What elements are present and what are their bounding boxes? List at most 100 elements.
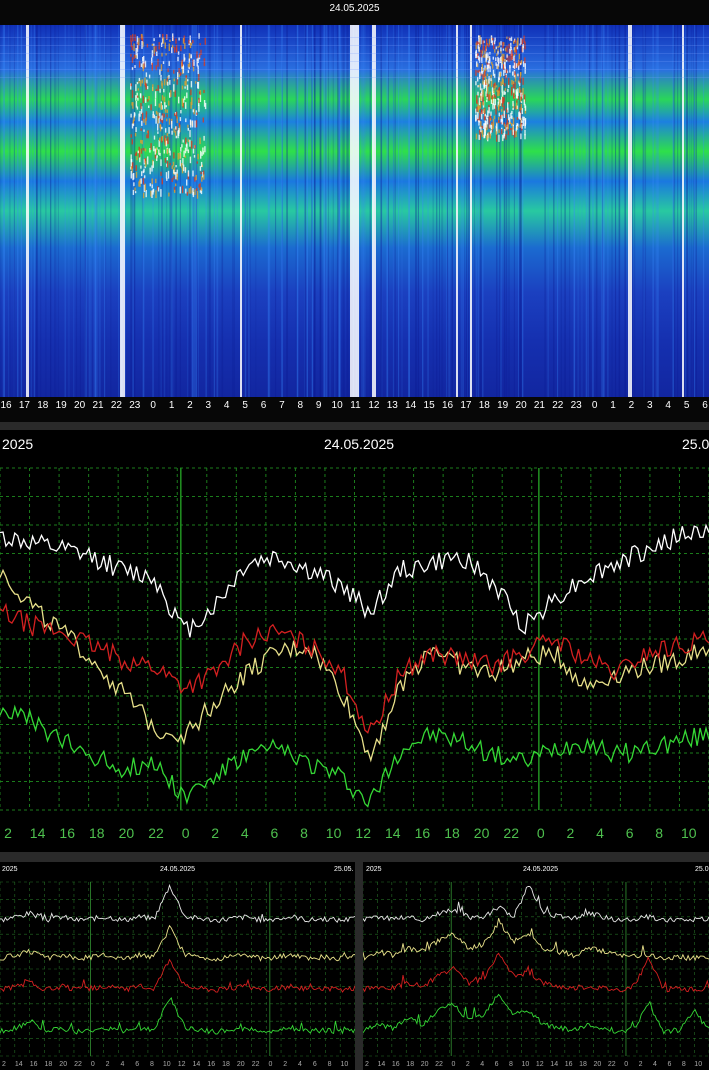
spectrogram-hot-pixel — [488, 116, 490, 124]
spectrogram-hot-pixel — [155, 116, 157, 124]
spectrogram-hot-pixel — [171, 165, 173, 169]
spectrogram-hot-pixel — [168, 43, 170, 51]
series-line-0 — [363, 885, 709, 923]
spectrogram-hot-pixel — [131, 139, 133, 145]
spectrogram-hot-pixel — [498, 120, 500, 123]
spectrogram-hot-pixel — [152, 111, 154, 115]
amp-left-date-left: 2025 — [2, 866, 18, 873]
spectrogram-hot-pixel — [174, 172, 176, 175]
schumann-plot: 2 14 16 18 20 22 0 2 4 6 8 10 12 14 16 18 20 22 0 2 4 6 8 10 — [0, 467, 709, 841]
spectrogram-hot-pixel — [151, 43, 154, 47]
spectrogram-hot-pixel — [484, 113, 486, 117]
spectrogram-hot-pixel — [189, 119, 192, 125]
spectrogram-streak — [657, 25, 659, 397]
spectrogram-hot-pixel — [494, 49, 496, 53]
x-tick-label: 10 — [163, 1061, 171, 1068]
spectrogram-hot-pixel — [192, 59, 194, 68]
spectrogram-hot-pixel — [508, 102, 510, 105]
spectrogram-streak — [110, 25, 112, 397]
spectrogram-hot-pixel — [512, 71, 514, 76]
spectrogram-streak — [84, 25, 85, 397]
spectrogram-hot-pixel — [512, 117, 515, 125]
spectrogram-hot-pixel — [475, 108, 477, 114]
spectrogram-streak — [694, 25, 696, 397]
spectrogram-hot-pixel — [169, 39, 171, 42]
spectrogram-hot-pixel — [157, 123, 159, 131]
spectrogram-hot-pixel — [166, 177, 168, 181]
x-tick-label: 20 — [59, 1061, 67, 1068]
spectrogram-hot-pixel — [181, 167, 184, 174]
spectrogram-hot-pixel — [186, 92, 188, 99]
spectrogram-streak — [332, 25, 334, 397]
x-tick-label: 22 — [608, 1061, 616, 1068]
spectrogram-hot-pixel — [172, 33, 174, 41]
spectrogram-hot-pixel — [491, 87, 494, 93]
spectrogram-hot-pixel — [524, 129, 526, 136]
spectrogram-hot-pixel — [173, 84, 175, 92]
x-tick-label: 18 — [222, 1061, 230, 1068]
spectrogram-hot-pixel — [166, 157, 168, 161]
spectrogram-hot-pixel — [137, 88, 139, 91]
spectrogram-hot-pixel — [524, 105, 527, 111]
spectrogram-hot-pixel — [515, 128, 518, 132]
spectrogram-hot-pixel — [481, 109, 483, 114]
spectrogram-hot-pixel — [192, 188, 194, 196]
spectrogram-streak — [209, 25, 211, 397]
spectrogram-hot-pixel — [509, 48, 511, 54]
spectrogram-streak — [189, 25, 191, 397]
spectrogram-streak — [631, 25, 633, 397]
spectrogram-hot-pixel — [188, 39, 190, 44]
spectrogram-hot-pixel — [522, 119, 525, 126]
spectrogram-streak — [323, 25, 326, 397]
spectrogram-hot-pixel — [513, 93, 515, 99]
spectrogram-hot-pixel — [185, 75, 187, 78]
spectrogram-hot-pixel — [166, 80, 168, 86]
x-tick-label: 0 — [268, 1061, 272, 1068]
spectrogram-burst-line — [240, 25, 242, 397]
spectrogram-hot-pixel — [494, 82, 496, 86]
spectrogram-hot-pixel — [174, 130, 177, 136]
spectrogram-hot-pixel — [504, 62, 506, 69]
spectrogram-hot-pixel — [182, 65, 185, 74]
spectrogram-date: 24.05.2025 — [329, 3, 380, 14]
spectrogram-hot-pixel — [509, 38, 511, 41]
spectrogram-hot-pixel — [156, 156, 158, 161]
spectrogram-hot-pixel — [487, 110, 489, 117]
spectrogram-hot-pixel — [143, 184, 146, 193]
spectrogram-hot-pixel — [201, 164, 203, 168]
spectrogram-hot-pixel — [486, 115, 488, 120]
spectrogram-streak — [175, 25, 177, 397]
x-tick-label: 16 — [59, 825, 75, 841]
spectrogram-hot-pixel — [140, 103, 142, 109]
spectrogram-hot-pixel — [518, 61, 520, 66]
spectrogram-hot-pixel — [168, 118, 171, 125]
spectrogram-hot-pixel — [502, 96, 504, 105]
spectrogram-streak — [652, 25, 654, 397]
spectrogram-hot-pixel — [188, 66, 190, 70]
x-tick-label: 6 — [313, 1061, 317, 1068]
spectrogram-hot-pixel — [150, 190, 152, 197]
spectrogram-streak — [577, 25, 579, 397]
spectrogram-hot-pixel — [135, 165, 137, 171]
spectrogram-hot-pixel — [504, 47, 507, 52]
spectrogram-hot-pixel — [154, 151, 157, 159]
spectrogram-hot-pixel — [138, 37, 140, 46]
spectrogram-hot-pixel — [181, 163, 183, 169]
spectrogram-hot-pixel — [141, 140, 143, 145]
spectrogram-hot-pixel — [199, 90, 202, 96]
spectrogram-hot-pixel — [479, 112, 481, 117]
spectrogram-hot-pixel — [157, 112, 159, 118]
spectrogram-streak — [187, 25, 189, 397]
spectrogram-streak — [73, 25, 75, 397]
spectrogram-hour-label: 18 — [37, 400, 49, 411]
spectrogram-hot-pixel — [143, 61, 145, 69]
spectrogram-streak — [50, 25, 52, 397]
spectrogram-streak — [325, 25, 328, 397]
spectrogram-hot-pixel — [478, 130, 481, 133]
spectrogram-hot-pixel — [153, 38, 155, 42]
spectrogram-streak — [643, 25, 645, 397]
spectrogram-streak — [297, 25, 298, 397]
spectrogram-hot-pixel — [500, 81, 502, 87]
spectrogram-hot-pixel — [512, 65, 514, 68]
spectrogram-hot-pixel — [132, 123, 135, 127]
